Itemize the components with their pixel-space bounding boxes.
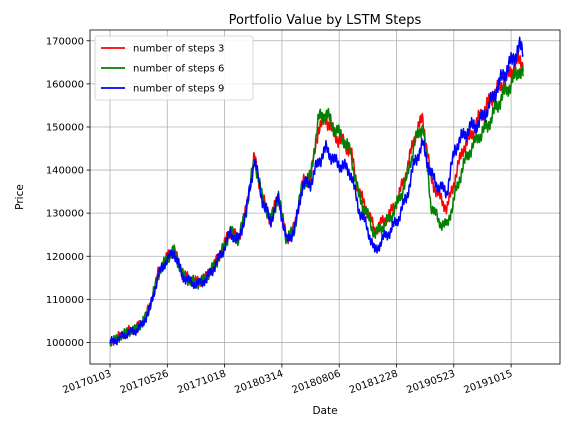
legend: number of steps 3 number of steps 6 number… bbox=[94, 35, 254, 101]
y-tick-label: 100000 bbox=[46, 338, 84, 349]
y-tick-label: 170000 bbox=[46, 36, 84, 47]
y-tick-label: 130000 bbox=[46, 209, 84, 220]
legend-box bbox=[94, 35, 254, 101]
y-tick-label: 110000 bbox=[46, 295, 84, 306]
series-line bbox=[109, 36, 524, 346]
y-tick-label: 160000 bbox=[46, 79, 84, 90]
chart-title: Portfolio Value by LSTM Steps bbox=[229, 13, 422, 28]
y-tick-label: 140000 bbox=[46, 166, 84, 177]
series-layer bbox=[109, 36, 524, 347]
legend-label: number of steps 9 bbox=[133, 84, 224, 95]
legend-label: number of steps 6 bbox=[133, 64, 224, 75]
y-tick-label: 150000 bbox=[46, 122, 84, 133]
y-axis: 100000 110000 120000 130000 140000 150000 1600… bbox=[46, 36, 90, 349]
y-axis-title: Price bbox=[14, 184, 26, 210]
legend-label: number of steps 3 bbox=[133, 44, 224, 55]
plot-frame bbox=[89, 29, 561, 365]
x-axis-title: Date bbox=[312, 405, 337, 417]
y-tick-label: 120000 bbox=[46, 252, 84, 263]
